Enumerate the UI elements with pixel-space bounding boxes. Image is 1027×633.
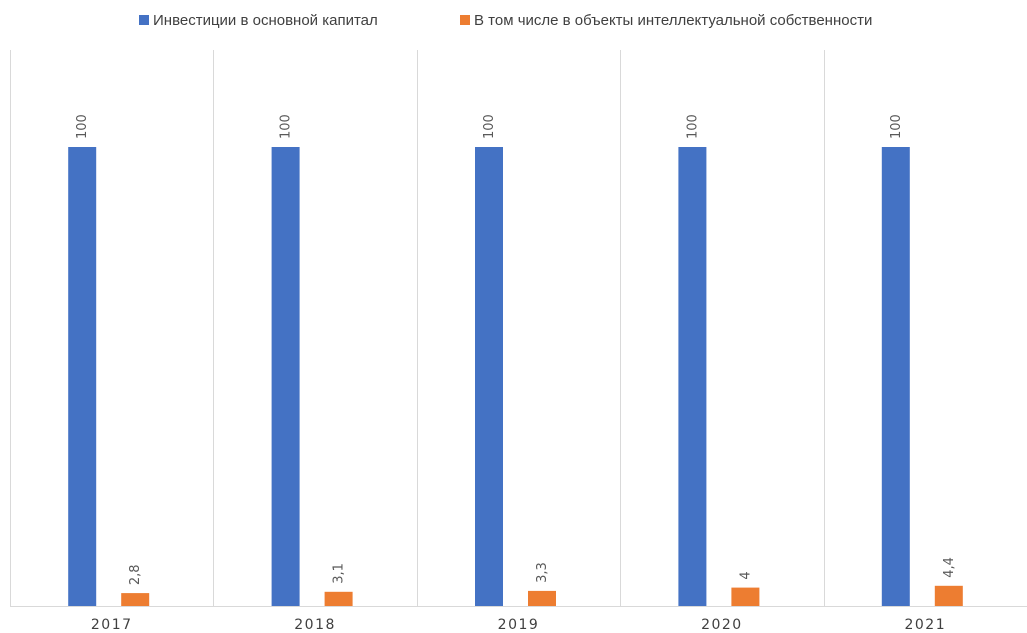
x-axis-tick-labels: 2017 2018 2019 2020 2021	[91, 617, 946, 633]
legend-swatch-1	[139, 15, 149, 25]
bar-series1-2020	[678, 147, 707, 606]
data-label-series1-2019: 100	[482, 114, 497, 139]
data-label-series1-2020: 100	[685, 114, 700, 139]
x-tick-label-2020: 2020	[701, 617, 743, 633]
data-label-series1-2018: 100	[279, 114, 294, 139]
bar-series1-2021	[881, 147, 910, 606]
legend-swatch-2	[460, 15, 470, 25]
data-label-series2-2018: 3,1	[332, 563, 347, 584]
x-tick-label-2021: 2021	[904, 617, 946, 633]
bar-series1-2019	[475, 147, 503, 606]
bars-group	[68, 147, 963, 606]
bar-series2-2017	[121, 593, 150, 606]
bar-series2-2021	[934, 585, 963, 606]
data-label-series2-2019: 3,3	[535, 562, 550, 583]
data-labels-group: 100 2,8 100 3,1 100 3,3 100 4 100 4,4	[75, 114, 957, 585]
x-tick-label-2018: 2018	[294, 617, 336, 633]
data-label-series2-2020: 4	[738, 571, 753, 579]
data-label-series2-2017: 2,8	[128, 564, 143, 585]
category-separators	[10, 50, 825, 606]
x-tick-label-2017: 2017	[91, 617, 133, 633]
x-tick-label-2019: 2019	[498, 617, 540, 633]
bar-series1-2017	[68, 147, 97, 606]
data-label-series2-2021: 4,4	[942, 557, 957, 578]
chart-legend: Инвестиции в основной капитал В том числе…	[139, 12, 872, 29]
bar-series2-2020	[731, 587, 760, 606]
bar-series2-2018	[324, 591, 353, 606]
data-label-series1-2017: 100	[75, 114, 90, 139]
bar-series2-2019	[528, 590, 556, 606]
legend-label-1: Инвестиции в основной капитал	[153, 12, 378, 29]
data-label-series1-2021: 100	[889, 114, 904, 139]
legend-label-2: В том числе в объекты интеллектуальной с…	[474, 12, 872, 29]
bar-series1-2018	[271, 147, 300, 606]
